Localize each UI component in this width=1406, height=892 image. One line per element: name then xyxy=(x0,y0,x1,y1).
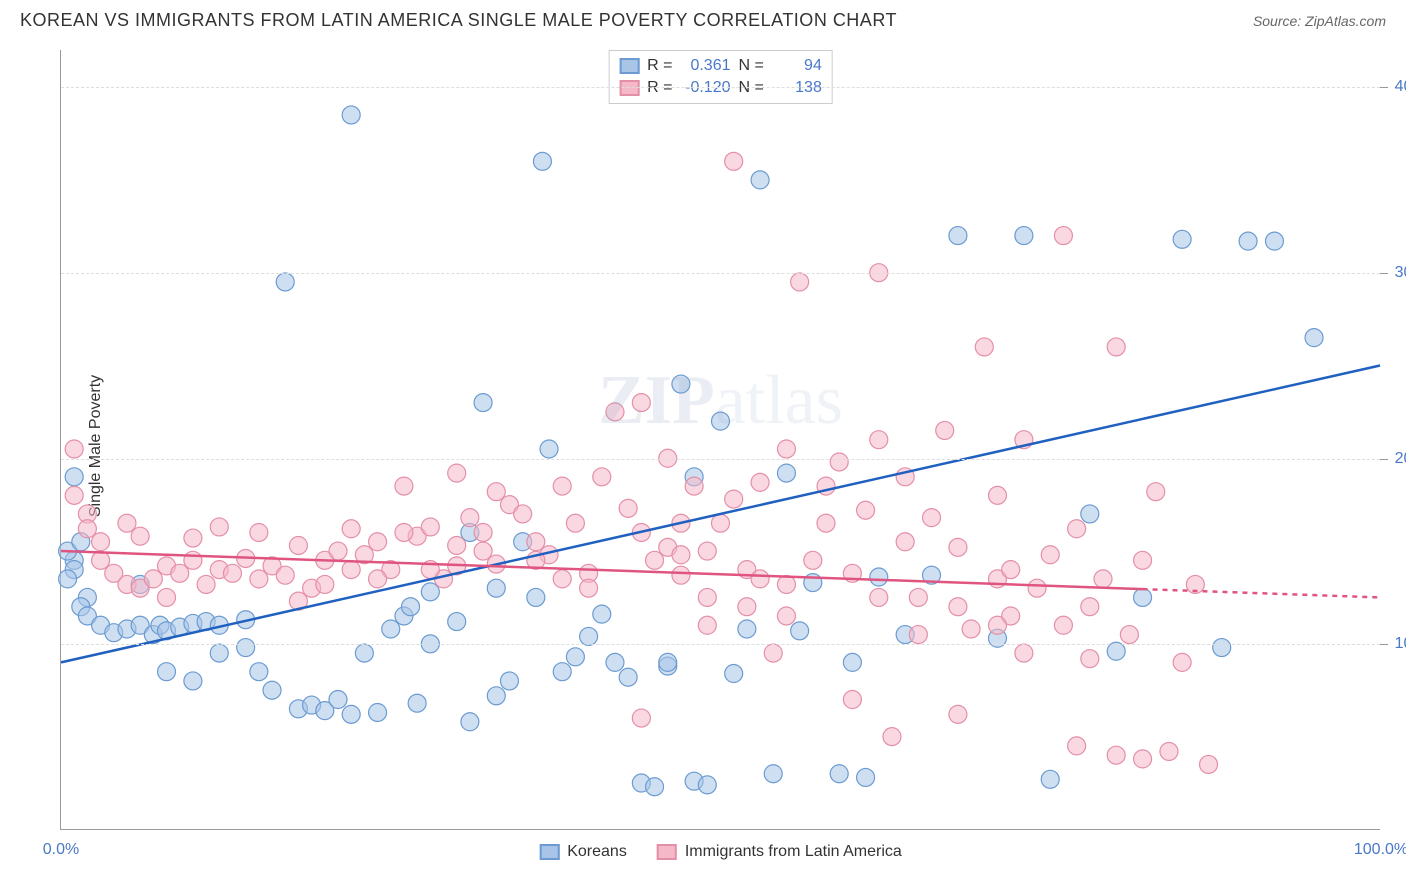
chart-plot-area: ZIPatlas R = 0.361 N = 94 R = -0.120 N =… xyxy=(60,50,1380,830)
source-label: Source: ZipAtlas.com xyxy=(1253,13,1386,29)
y-tick-label: 20.0% xyxy=(1385,450,1406,468)
stats-legend-box: R = 0.361 N = 94 R = -0.120 N = 138 xyxy=(608,50,833,104)
legend-label-a: Koreans xyxy=(567,843,627,861)
y-tick-label: 10.0% xyxy=(1385,635,1406,653)
scatter-plot-svg xyxy=(61,50,1380,829)
x-tick-label: 0.0% xyxy=(43,841,79,859)
r-value-a: 0.361 xyxy=(681,57,731,75)
legend-swatch-a xyxy=(539,844,559,860)
legend-swatch-b xyxy=(657,844,677,860)
legend-item-b: Immigrants from Latin America xyxy=(657,843,902,861)
x-tick-label: 100.0% xyxy=(1354,841,1406,859)
n-value-a: 94 xyxy=(772,57,822,75)
legend-item-a: Koreans xyxy=(539,843,627,861)
legend-label-b: Immigrants from Latin America xyxy=(685,843,902,861)
bottom-legend: Koreans Immigrants from Latin America xyxy=(539,843,902,861)
stats-row-a: R = 0.361 N = 94 xyxy=(619,55,822,77)
chart-title: KOREAN VS IMMIGRANTS FROM LATIN AMERICA … xyxy=(20,10,897,31)
y-tick-label: 30.0% xyxy=(1385,264,1406,282)
y-tick-label: 40.0% xyxy=(1385,78,1406,96)
swatch-series-a xyxy=(619,58,639,74)
